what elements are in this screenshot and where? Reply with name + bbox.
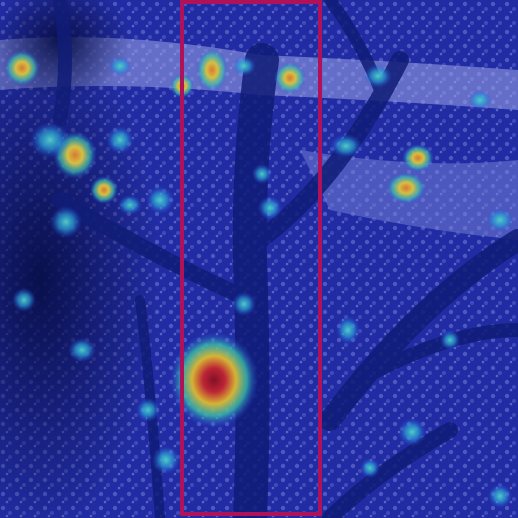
attention-heatmap <box>4 48 514 508</box>
hotspot-primary <box>170 332 258 428</box>
region-of-interest-box <box>180 0 322 516</box>
